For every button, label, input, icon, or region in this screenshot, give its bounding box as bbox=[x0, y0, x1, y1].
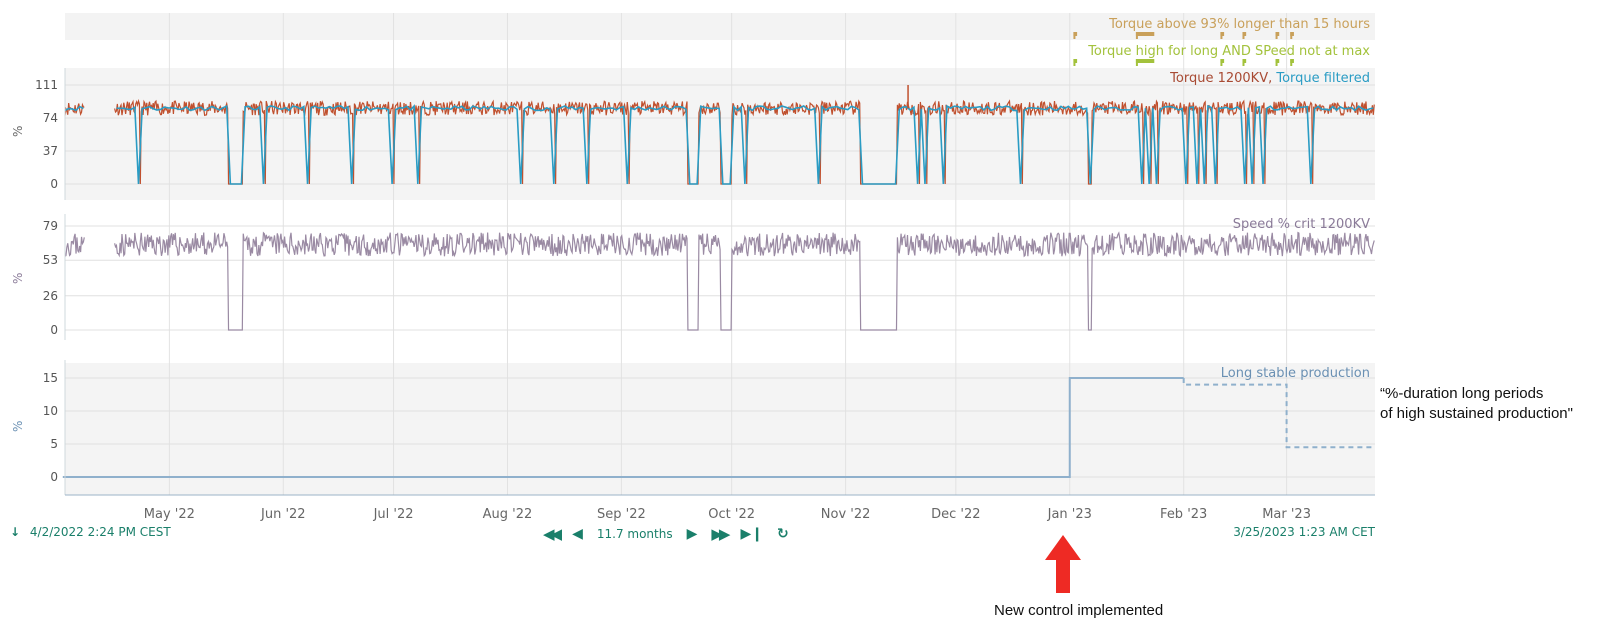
y-tick-label: 10 bbox=[43, 404, 58, 418]
event-bar bbox=[1135, 32, 1155, 36]
right-arrow-icon[interactable]: ▶ bbox=[686, 526, 698, 542]
legend-torque-above-93: Torque above 93% longer than 15 hours bbox=[1108, 17, 1370, 32]
speed-line bbox=[114, 231, 1375, 331]
range-start: ↓ 4/2/2022 2:24 PM CEST bbox=[10, 525, 171, 539]
speed-line bbox=[64, 233, 85, 257]
legend-stable: Long stable production bbox=[1221, 366, 1370, 381]
left-arrow-icon[interactable]: ◀ bbox=[572, 526, 583, 542]
x-tick-label: Jul '22 bbox=[373, 507, 414, 522]
y-tick-label: 74 bbox=[43, 111, 58, 125]
right-note-line1: “%-duration long periods bbox=[1380, 385, 1544, 402]
speed-y-label: % bbox=[11, 273, 25, 284]
y-tick-label: 0 bbox=[50, 323, 58, 337]
stable-series bbox=[62, 377, 1375, 478]
arrow-label: New control implemented bbox=[994, 602, 1164, 619]
double-right-arrow-icon[interactable]: ▶▶ bbox=[711, 525, 730, 543]
new-control-arrow-icon bbox=[1045, 535, 1081, 593]
y-tick-label: 111 bbox=[35, 78, 58, 92]
legend-torque-high-speed-not-max: Torque high for long AND SPeed not at ma… bbox=[1087, 44, 1370, 59]
x-tick-label: May '22 bbox=[144, 507, 195, 522]
event-tick bbox=[1220, 59, 1223, 66]
event-tick bbox=[1242, 59, 1245, 66]
down-arrow-icon[interactable]: ↓ bbox=[10, 525, 21, 539]
torque-filtered-line bbox=[64, 105, 84, 112]
torque-filtered-line bbox=[116, 104, 1374, 185]
x-tick-label: Jan '23 bbox=[1047, 507, 1092, 522]
right-note: “%-duration long periods of high sustain… bbox=[1380, 384, 1573, 424]
legend-separator: , bbox=[1268, 71, 1276, 86]
event-tick bbox=[1275, 32, 1278, 39]
event-bar bbox=[1135, 59, 1155, 63]
event-tick bbox=[1135, 59, 1138, 66]
double-left-arrow-icon[interactable]: ◀◀ bbox=[543, 525, 562, 543]
x-tick-label: Oct '22 bbox=[708, 507, 755, 522]
x-tick-label: Jun '22 bbox=[260, 507, 306, 522]
right-note-line2: of high sustained production" bbox=[1380, 405, 1573, 422]
speed-series bbox=[64, 231, 1375, 331]
event-tick bbox=[1135, 32, 1138, 39]
x-tick-label: Dec '22 bbox=[931, 507, 980, 522]
torque-series bbox=[64, 85, 1375, 185]
range-navigator: ◀◀ ◀ 11.7 months ▶ ▶▶ ▶❙ ↻ bbox=[543, 525, 789, 543]
y-tick-label: 15 bbox=[43, 371, 58, 385]
y-tick-label: 0 bbox=[50, 470, 58, 484]
torque-y-label: % bbox=[11, 126, 25, 137]
x-tick-label: Mar '23 bbox=[1262, 507, 1311, 522]
event-tick bbox=[1290, 32, 1293, 39]
x-tick-label: Sep '22 bbox=[597, 507, 646, 522]
event-tick bbox=[1073, 32, 1076, 39]
legend-torque-filtered: Torque filtered bbox=[1275, 71, 1370, 86]
refresh-icon[interactable]: ↻ bbox=[776, 526, 789, 542]
range-duration: 11.7 months bbox=[596, 527, 673, 541]
y-tick-label: 5 bbox=[50, 437, 58, 451]
range-end: 3/25/2023 1:23 AM CET bbox=[1233, 525, 1375, 539]
y-tick-label: 26 bbox=[43, 289, 58, 303]
x-tick-label: Feb '23 bbox=[1160, 507, 1207, 522]
event-tick bbox=[1073, 59, 1076, 66]
x-tick-label: Aug '22 bbox=[483, 507, 533, 522]
range-start-label: 4/2/2022 2:24 PM CEST bbox=[29, 525, 171, 539]
event-tick bbox=[1290, 59, 1293, 66]
y-tick-label: 79 bbox=[43, 219, 58, 233]
range-end-label: 3/25/2023 1:23 AM CET bbox=[1233, 525, 1375, 539]
y-tick-labels: 0 37 74 111 0 26 53 79 0 5 10 15 bbox=[35, 78, 58, 484]
stable-y-label: % bbox=[11, 421, 25, 432]
stable-projection-line bbox=[1182, 378, 1375, 449]
y-tick-label: 37 bbox=[43, 144, 58, 158]
y-tick-label: 0 bbox=[50, 177, 58, 191]
x-tick-labels: May '22 Jun '22 Jul '22 Aug '22 Sep '22 Oct '… bbox=[144, 507, 1311, 522]
x-tick-label: Nov '22 bbox=[821, 507, 871, 522]
event-tick bbox=[1220, 32, 1223, 39]
event-markers bbox=[1073, 32, 1294, 66]
skip-end-icon[interactable]: ▶❙ bbox=[740, 526, 763, 542]
y-tick-label: 53 bbox=[43, 253, 58, 267]
torque-1200kv-line bbox=[114, 98, 1375, 185]
event-tick bbox=[1275, 59, 1278, 66]
legend-speed: Speed % crit 1200KV bbox=[1233, 217, 1370, 232]
legend-torque-1200kv: Torque 1200KV bbox=[1169, 71, 1268, 86]
event-tick bbox=[1242, 32, 1245, 39]
stable-production-line bbox=[62, 377, 1184, 478]
legend-torque: Torque 1200KV, Torque filtered bbox=[1169, 71, 1370, 86]
stable-panel-bg bbox=[65, 363, 1375, 495]
